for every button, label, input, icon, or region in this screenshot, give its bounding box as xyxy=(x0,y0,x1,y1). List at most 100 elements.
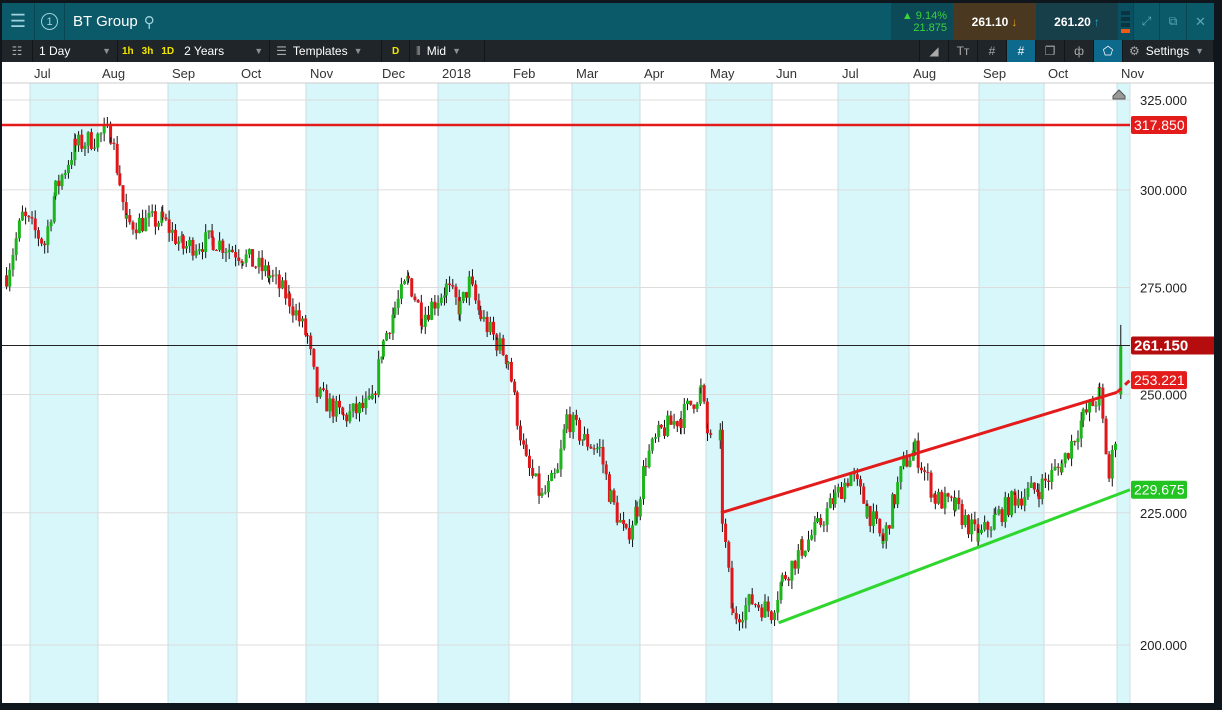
candle-down xyxy=(919,467,923,471)
candle-down xyxy=(757,604,761,608)
candle-up xyxy=(686,400,689,405)
candle-up xyxy=(828,498,832,509)
candle-up xyxy=(865,506,869,518)
candle-down xyxy=(374,393,377,395)
candle-down xyxy=(388,332,392,334)
candle-down xyxy=(1032,482,1036,490)
close-button[interactable]: ✕ xyxy=(1187,3,1214,40)
candle-down xyxy=(1107,454,1111,479)
candle-down xyxy=(679,419,683,429)
candle-up xyxy=(997,509,1001,514)
last-price-label: 261.150 xyxy=(1134,338,1188,355)
candle-down xyxy=(612,490,616,503)
candle-down xyxy=(124,202,128,219)
candle-down xyxy=(518,425,522,441)
candle-down xyxy=(586,434,590,447)
candle-up xyxy=(807,539,810,551)
menu-button[interactable]: ☰ xyxy=(2,3,35,40)
candle-up xyxy=(263,265,267,272)
x-tick-label: Mar xyxy=(576,66,599,81)
candle-down xyxy=(260,257,264,272)
candle-up xyxy=(1029,482,1033,488)
candle-up xyxy=(188,239,192,247)
interval-select[interactable]: 1 Day ▼ xyxy=(33,40,118,62)
quick-3h-button[interactable]: 3h xyxy=(141,45,154,57)
candle-up xyxy=(300,318,304,322)
candle-up xyxy=(994,513,998,515)
candle-down xyxy=(413,296,417,301)
candle-up xyxy=(1010,491,1014,516)
text-size-icon: Tт xyxy=(956,44,970,58)
text-tool-button[interactable]: Tт xyxy=(948,40,977,62)
drawing-tool-button[interactable]: ◢ xyxy=(919,40,948,62)
candle-up xyxy=(849,472,853,487)
candle-up xyxy=(224,252,228,254)
popout-button[interactable]: ⧉ xyxy=(1160,3,1187,40)
candle-up xyxy=(11,255,15,270)
maximize-button[interactable]: ⤢ xyxy=(1133,3,1160,40)
hamburger-icon: ☰ xyxy=(9,11,27,31)
resistance-price-label: 317.850 xyxy=(1134,117,1185,133)
candle-up xyxy=(896,482,900,505)
trendline-price-label: 253.221 xyxy=(1134,372,1185,388)
candle-up xyxy=(268,275,272,278)
candle-down xyxy=(875,511,879,519)
candle-down xyxy=(800,539,804,556)
candle-up xyxy=(556,469,560,473)
candle-down xyxy=(787,578,791,581)
candle-down xyxy=(753,604,757,606)
price-label-button[interactable]: ⬠ xyxy=(1093,40,1122,62)
candle-up xyxy=(618,520,622,523)
candle-up xyxy=(773,612,777,621)
chevron-down-icon: ▼ xyxy=(452,46,462,56)
buy-button[interactable]: 261.20 ↑ xyxy=(1036,3,1118,40)
candle-up xyxy=(423,314,427,327)
candle-up xyxy=(582,434,586,440)
templates-select[interactable]: ☰ Templates ▼ xyxy=(270,40,383,62)
candle-up xyxy=(571,414,575,433)
candle-up xyxy=(822,524,826,526)
candle-up xyxy=(747,594,751,606)
candle-up xyxy=(825,508,829,525)
x-tick-label: Sep xyxy=(983,66,1006,81)
search-icon[interactable]: ⚲ xyxy=(143,13,155,31)
scroll-to-latest-icon[interactable] xyxy=(1112,89,1126,100)
candle-down xyxy=(115,143,119,174)
candle-up xyxy=(83,145,87,149)
month-band xyxy=(1117,83,1130,703)
candle-down xyxy=(479,310,483,320)
price-chart[interactable]: Jul Aug Sep Oct Nov Dec 2018 Feb Mar Apr May Jun Jul… xyxy=(2,62,1214,703)
candle-up xyxy=(14,238,18,256)
candle-up xyxy=(534,473,538,476)
candle-up xyxy=(1079,420,1083,439)
range-select[interactable]: 2 Years ▼ xyxy=(178,40,271,62)
crosshair-button[interactable]: # xyxy=(1006,40,1035,62)
instrument-title[interactable]: BT Group xyxy=(73,13,138,30)
list-button[interactable]: ☷ xyxy=(2,40,33,62)
layers-button[interactable]: ❐ xyxy=(1035,40,1064,62)
sliders-icon: ☰ xyxy=(276,44,287,58)
candle-icon: ф xyxy=(1074,44,1084,58)
candle-up xyxy=(70,160,74,165)
layers-icon: ❐ xyxy=(1044,44,1056,58)
workspace-button[interactable]: 1 xyxy=(35,3,65,40)
price-type-select[interactable]: ⫼ Mid ▼ xyxy=(410,40,486,62)
candle-down xyxy=(57,180,61,187)
quick-1d-button[interactable]: 1D xyxy=(161,45,175,57)
sell-button[interactable]: 261.10 ↓ xyxy=(953,3,1036,40)
candle-up xyxy=(1094,405,1098,407)
candle-up xyxy=(439,297,443,303)
grid-button[interactable]: # xyxy=(977,40,1006,62)
candle-down xyxy=(237,257,241,261)
candle-down xyxy=(112,142,116,144)
quick-1h-button[interactable]: 1h xyxy=(122,45,134,57)
indicator-button[interactable]: ф xyxy=(1064,40,1093,62)
candle-down xyxy=(724,523,728,543)
candle-down xyxy=(291,306,295,316)
candle-down xyxy=(304,318,308,336)
settings-button[interactable]: ⚙ Settings ▼ xyxy=(1122,40,1214,62)
x-tick-label: Oct xyxy=(1048,66,1069,81)
candle-up xyxy=(553,472,557,474)
x-tick-label: Jul xyxy=(34,66,51,81)
d-button[interactable]: D xyxy=(382,40,411,62)
